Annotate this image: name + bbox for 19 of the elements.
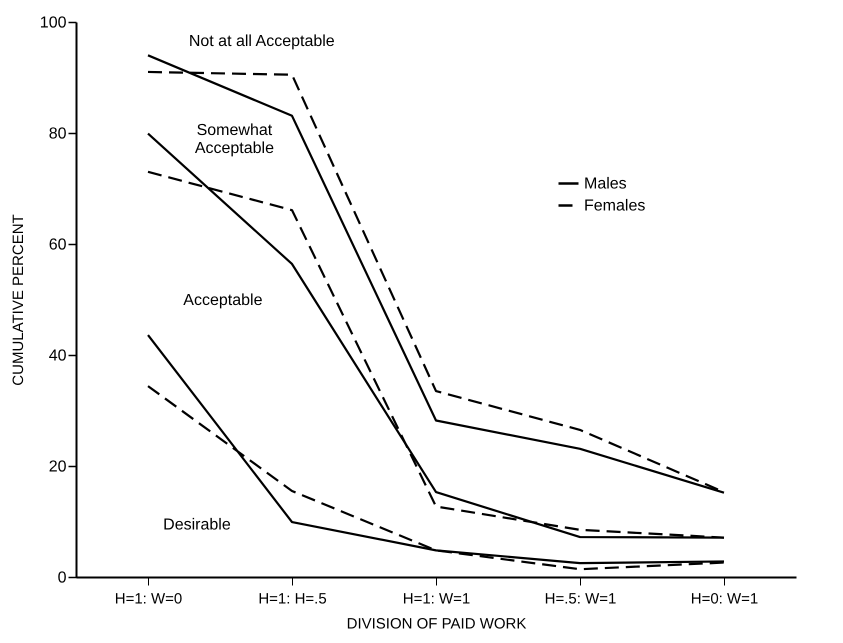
annotation: Somewhat Acceptable (194, 122, 274, 158)
y-tick-label: 100 (40, 14, 67, 32)
y-tick-label: 0 (58, 570, 67, 586)
annotation: Acceptable (183, 292, 263, 310)
legend-label: Males (584, 176, 627, 192)
annotation: Not at all Acceptable (188, 32, 335, 50)
x-axis-title: DIVISION OF PAID WORK (346, 616, 526, 632)
x-tick-label: H=1: W=1 (402, 590, 470, 608)
y-tick-label: 20 (48, 458, 67, 476)
x-tick-label: H=1: H=.5 (258, 590, 327, 608)
y-axis-title: CUMULATIVE PERCENT (10, 214, 27, 386)
x-tick-label: H=1: W=0 (114, 590, 182, 608)
x-tick-label: H=0: W=1 (690, 590, 758, 608)
y-tick-label: 60 (48, 236, 67, 254)
annotation: Desirable (163, 516, 231, 534)
y-tick-label: 40 (48, 348, 67, 364)
legend-label: Females (584, 198, 646, 214)
y-tick-label: 80 (48, 126, 67, 142)
x-tick-label: H=.5: W=1 (544, 590, 616, 608)
